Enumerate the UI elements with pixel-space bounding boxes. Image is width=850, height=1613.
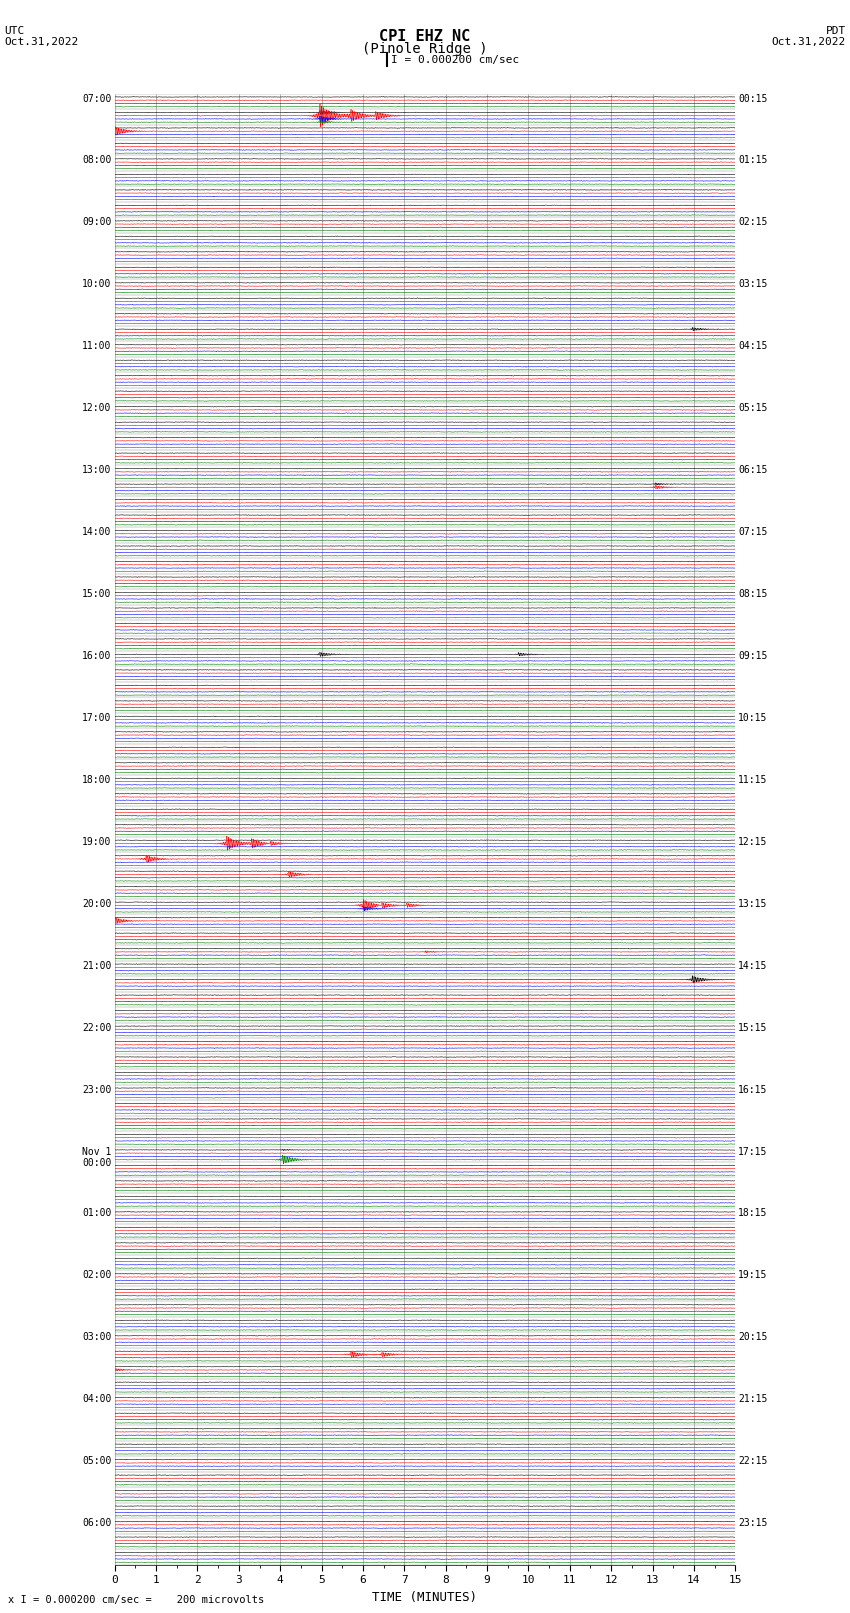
- Text: 17:00: 17:00: [82, 713, 111, 723]
- Text: 16:15: 16:15: [739, 1084, 768, 1095]
- Text: 07:00: 07:00: [82, 94, 111, 103]
- Text: 22:00: 22:00: [82, 1023, 111, 1032]
- Text: 00:15: 00:15: [739, 94, 768, 103]
- Text: 10:15: 10:15: [739, 713, 768, 723]
- Text: UTC
Oct.31,2022: UTC Oct.31,2022: [4, 26, 78, 47]
- Text: 21:00: 21:00: [82, 961, 111, 971]
- Text: 14:00: 14:00: [82, 527, 111, 537]
- Text: 02:15: 02:15: [739, 218, 768, 227]
- Text: 13:15: 13:15: [739, 898, 768, 908]
- Text: 18:15: 18:15: [739, 1208, 768, 1218]
- Text: 05:00: 05:00: [82, 1457, 111, 1466]
- Text: 21:15: 21:15: [739, 1394, 768, 1405]
- Text: 19:15: 19:15: [739, 1271, 768, 1281]
- Text: 14:15: 14:15: [739, 961, 768, 971]
- Text: 06:15: 06:15: [739, 465, 768, 476]
- Text: 01:15: 01:15: [739, 155, 768, 166]
- Text: CPI EHZ NC: CPI EHZ NC: [379, 29, 471, 44]
- Text: 23:00: 23:00: [82, 1084, 111, 1095]
- Text: 11:00: 11:00: [82, 342, 111, 352]
- Text: 11:15: 11:15: [739, 774, 768, 786]
- Text: I = 0.000200 cm/sec: I = 0.000200 cm/sec: [391, 55, 519, 65]
- Text: 09:00: 09:00: [82, 218, 111, 227]
- Text: 03:00: 03:00: [82, 1332, 111, 1342]
- Text: 01:00: 01:00: [82, 1208, 111, 1218]
- Text: 02:00: 02:00: [82, 1271, 111, 1281]
- Text: 18:00: 18:00: [82, 774, 111, 786]
- Text: 19:00: 19:00: [82, 837, 111, 847]
- Text: 05:15: 05:15: [739, 403, 768, 413]
- Text: 09:15: 09:15: [739, 652, 768, 661]
- Text: 12:00: 12:00: [82, 403, 111, 413]
- Text: 20:00: 20:00: [82, 898, 111, 908]
- Text: 10:00: 10:00: [82, 279, 111, 289]
- Text: 23:15: 23:15: [739, 1518, 768, 1528]
- Text: PDT
Oct.31,2022: PDT Oct.31,2022: [772, 26, 846, 47]
- Text: 04:15: 04:15: [739, 342, 768, 352]
- Text: 08:15: 08:15: [739, 589, 768, 598]
- Text: 15:00: 15:00: [82, 589, 111, 598]
- Text: 06:00: 06:00: [82, 1518, 111, 1528]
- Text: 08:00: 08:00: [82, 155, 111, 166]
- Text: 22:15: 22:15: [739, 1457, 768, 1466]
- Text: 16:00: 16:00: [82, 652, 111, 661]
- Text: 03:15: 03:15: [739, 279, 768, 289]
- X-axis label: TIME (MINUTES): TIME (MINUTES): [372, 1590, 478, 1603]
- Text: (Pinole Ridge ): (Pinole Ridge ): [362, 42, 488, 56]
- Text: 15:15: 15:15: [739, 1023, 768, 1032]
- Text: 04:00: 04:00: [82, 1394, 111, 1405]
- Text: 07:15: 07:15: [739, 527, 768, 537]
- Text: 13:00: 13:00: [82, 465, 111, 476]
- Text: 17:15: 17:15: [739, 1147, 768, 1157]
- Text: 12:15: 12:15: [739, 837, 768, 847]
- Text: Nov 1
00:00: Nov 1 00:00: [82, 1147, 111, 1168]
- Text: x I = 0.000200 cm/sec =    200 microvolts: x I = 0.000200 cm/sec = 200 microvolts: [8, 1595, 264, 1605]
- Text: 20:15: 20:15: [739, 1332, 768, 1342]
